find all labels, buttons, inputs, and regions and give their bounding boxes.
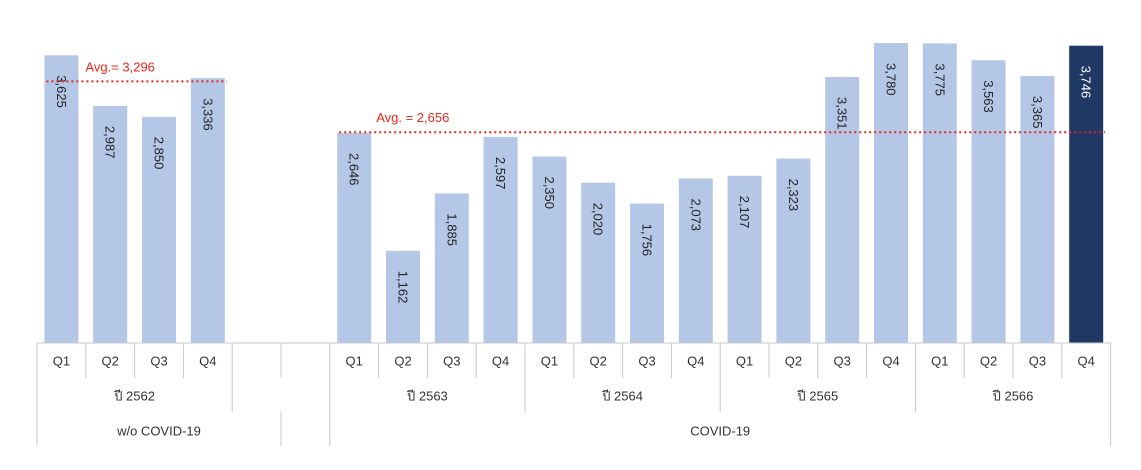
data-label-ปี-2565-Q4: 3,780 [884,63,899,96]
bar-ปี-2564-Q2 [581,182,616,343]
tick-label-quarter: Q1 [346,354,363,369]
tick-label-year: ปี 2563 [406,389,448,404]
data-label-ปี-2564-Q4: 2,073 [688,199,703,232]
bar-ปี-2562-Q2 [93,105,128,344]
bar-ปี-2564-Q1 [532,156,567,343]
data-label-ปี-2566-Q2: 3,563 [981,80,996,113]
data-label-ปี-2566-Q4: 3,746 [1079,66,1094,99]
data-label-ปี-2565-Q2: 2,323 [786,179,801,212]
bar-ปี-2563-Q1 [337,133,372,343]
data-label-ปี-2562-Q1: 3,625 [54,75,69,108]
tick-label-quarter: Q1 [931,354,948,369]
tick-label-quarter: Q1 [53,354,70,369]
data-label-ปี-2566-Q1: 3,775 [932,63,947,96]
bar-ปี-2563-Q4 [483,136,518,343]
bar-ปี-2566-Q2 [971,60,1006,343]
average-label: Avg. = 2,656 [376,110,449,125]
tick-label-quarter: Q3 [150,354,167,369]
bar-ปี-2564-Q4 [678,178,713,343]
data-label-ปี-2566-Q3: 3,365 [1030,96,1045,129]
tick-label-quarter: Q1 [541,354,558,369]
average-label: Avg.= 3,296 [85,59,155,74]
data-label-ปี-2564-Q2: 2,020 [591,203,606,236]
tick-label-quarter: Q3 [1029,354,1046,369]
tick-label-year: ปี 2562 [113,389,155,404]
tick-label-quarter: Q2 [980,354,997,369]
tick-label-year: ปี 2564 [601,389,643,404]
data-label-ปี-2563-Q3: 1,885 [444,213,459,246]
tick-label-quarter: Q2 [785,354,802,369]
tick-label-quarter: Q4 [882,354,899,369]
data-label-ปี-2562-Q2: 2,987 [103,126,118,159]
tick-label-quarter: Q3 [834,354,851,369]
bar-ปี-2566-Q3 [1020,75,1055,344]
data-label-ปี-2565-Q3: 3,351 [835,97,850,130]
bar-ปี-2566-Q4 [1069,45,1104,343]
bar-ปี-2566-Q1 [922,43,957,344]
data-label-ปี-2562-Q4: 3,336 [200,98,215,131]
bar-ปี-2565-Q4 [874,43,908,343]
tick-label-quarter: Q2 [394,354,411,369]
tick-label-quarter: Q1 [736,354,753,369]
tick-label-quarter: Q4 [687,354,704,369]
bar-ปี-2564-Q3 [630,203,664,343]
bar-ปี-2565-Q2 [776,158,811,343]
bar-ปี-2565-Q3 [825,77,860,343]
data-label-ปี-2564-Q1: 2,350 [542,177,557,210]
data-label-ปี-2564-Q3: 1,756 [640,224,655,257]
bar-ปี-2563-Q3 [434,193,469,343]
tick-label-period: w/o COVID-19 [116,424,201,439]
tick-label-quarter: Q3 [443,354,460,369]
data-label-ปี-2563-Q4: 2,597 [493,157,508,190]
tick-label-quarter: Q4 [1078,354,1095,369]
bar-ปี-2562-Q1 [44,55,79,344]
tick-label-quarter: Q2 [590,354,607,369]
tick-label-quarter: Q2 [102,354,119,369]
data-label-ปี-2563-Q2: 1,162 [396,271,411,304]
data-label-ปี-2563-Q1: 2,646 [347,153,362,186]
tick-label-quarter: Q4 [199,354,216,369]
bar-ปี-2563-Q2 [386,250,420,343]
average-lines-group: Avg.= 3,296 Avg. = 2,656 [46,59,1106,134]
category-axis-group: Q1 Q2 Q3 Q4 Q1 Q2 Q3 Q4 Q1 Q2 Q3 Q4 Q1 Q2 Q3 Q4 Q1 Q2 Q3 Q4… [36,342,1112,446]
tick-label-quarter: Q4 [492,354,509,369]
bars-group: 3,625 2,987 2,850 3,336 2,646 1,162 1,885 2,597… [44,43,1104,344]
bar-ปี-2562-Q4 [190,78,225,343]
tick-label-year: ปี 2565 [796,389,838,404]
bar-ปี-2562-Q3 [142,116,176,343]
tick-label-quarter: Q3 [638,354,655,369]
data-label-ปี-2562-Q3: 2,850 [152,137,167,170]
tick-label-year: ปี 2566 [992,389,1034,404]
data-label-ปี-2565-Q1: 2,107 [737,196,752,229]
bar-ปี-2565-Q1 [727,175,762,343]
tick-label-period: COVID-19 [690,424,750,439]
